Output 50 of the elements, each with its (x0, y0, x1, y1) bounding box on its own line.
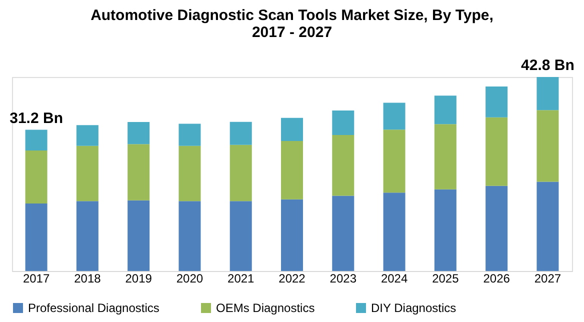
bar (281, 141, 303, 200)
x-tick-label: 2027 (534, 272, 562, 286)
bar (383, 130, 406, 193)
legend-label: OEMs Diagnostics (216, 301, 315, 315)
legend-label: DIY Diagnostics (371, 301, 456, 315)
bar (536, 182, 559, 271)
bar (332, 110, 354, 136)
bar (486, 186, 508, 271)
x-tick-label: 2024 (380, 272, 408, 286)
annotation: 31.2 Bn (10, 110, 63, 127)
bar (128, 144, 150, 200)
x-tick-label: 2018 (74, 272, 102, 286)
bar (76, 125, 98, 146)
x-tick-label: 2020 (176, 272, 204, 286)
bar (383, 192, 406, 271)
bar (76, 146, 98, 202)
bar (332, 196, 354, 271)
bar (178, 124, 201, 146)
x-tick-label: 2021 (228, 272, 255, 286)
bar (128, 122, 150, 144)
bar (128, 200, 150, 271)
bar (332, 135, 354, 196)
chart-title: Automotive Diagnostic Scan Tools Market Size, By Type, 2017 - 2027 (90, 7, 494, 41)
bar (383, 102, 406, 130)
x-tick-label: 2026 (483, 272, 510, 286)
bar (230, 144, 252, 202)
bar (25, 203, 48, 271)
bar (434, 96, 456, 124)
bar (281, 118, 303, 142)
bar (25, 130, 48, 151)
bar (178, 201, 201, 271)
x-tick-label: 2025 (432, 272, 460, 286)
bar (434, 189, 456, 271)
legend-label: Professional Diagnostics (28, 301, 160, 315)
bar (230, 201, 252, 271)
text: 42.8 Bn (521, 57, 574, 74)
bar (25, 150, 48, 204)
x-tick-label: 2022 (278, 272, 306, 286)
bar (178, 146, 201, 202)
bar (486, 117, 508, 186)
bar (230, 122, 252, 145)
x-tick-label: 2019 (125, 272, 152, 286)
bar (536, 77, 559, 110)
bar (76, 201, 98, 271)
x-tick-label: 2023 (330, 272, 357, 286)
bar (536, 110, 559, 182)
bar (281, 199, 303, 271)
bar (434, 124, 456, 190)
bar (486, 86, 508, 118)
x-tick-label: 2017 (22, 272, 50, 286)
